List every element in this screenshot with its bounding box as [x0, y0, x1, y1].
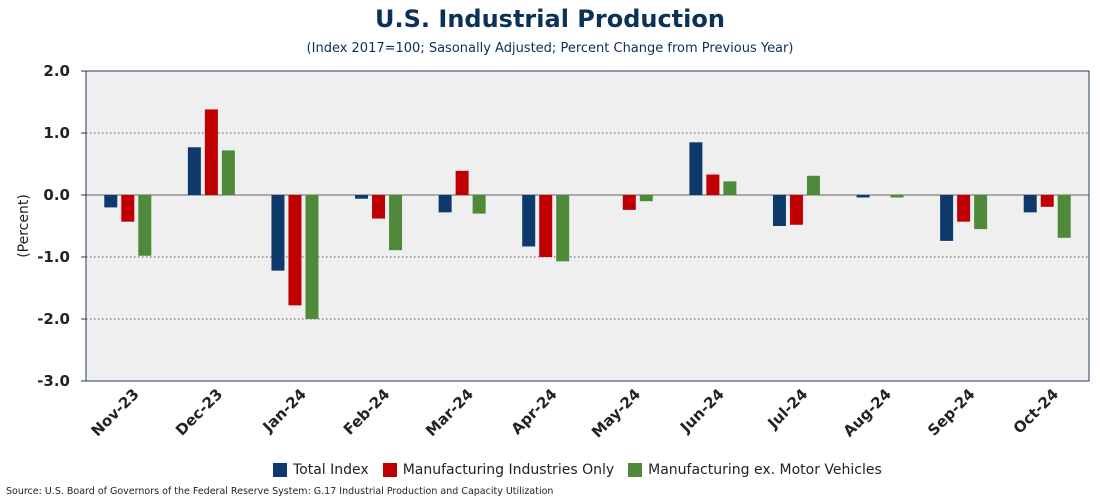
- x-tick-label: Feb-24: [340, 385, 393, 438]
- bar: [271, 195, 285, 271]
- bar: [121, 195, 135, 222]
- y-tick-label: 2.0: [43, 62, 70, 80]
- x-tick-label: Apr-24: [508, 385, 561, 438]
- x-tick-label: Jul-24: [764, 385, 812, 433]
- y-tick-label: 0.0: [43, 186, 70, 204]
- bar: [187, 147, 201, 195]
- x-tick-label: Mar-24: [422, 385, 477, 440]
- bar: [856, 195, 870, 198]
- bar: [622, 195, 636, 210]
- bar: [940, 195, 954, 241]
- bar: [355, 195, 369, 199]
- y-tick-label: -2.0: [37, 310, 70, 328]
- legend-label-manufacturing-ex-mv: Manufacturing ex. Motor Vehicles: [648, 462, 882, 478]
- x-tick-label: May-24: [588, 385, 644, 441]
- bar: [539, 195, 553, 257]
- legend-item-manufacturing-ex-mv: Manufacturing ex. Motor Vehicles: [628, 462, 882, 478]
- bar: [772, 195, 786, 226]
- x-tick-label: Dec-23: [172, 385, 226, 439]
- bar: [806, 175, 820, 195]
- plot-area: [86, 71, 1089, 381]
- bar: [389, 195, 403, 251]
- legend-item-total-index: Total Index: [273, 462, 369, 478]
- bar: [472, 195, 486, 214]
- bar: [305, 195, 319, 319]
- bar: [689, 142, 703, 195]
- bar: [522, 195, 536, 247]
- bar: [221, 150, 235, 195]
- x-tick-label: Sep-24: [924, 385, 978, 439]
- legend-swatch-manufacturing-ex-mv: [628, 463, 643, 477]
- y-tick-label: -3.0: [37, 372, 70, 390]
- legend-label-total-index: Total Index: [293, 462, 369, 478]
- bar: [706, 174, 720, 195]
- bar: [138, 195, 152, 256]
- bar: [1040, 195, 1054, 207]
- bar: [288, 195, 302, 306]
- bar: [204, 109, 218, 195]
- bar: [789, 195, 803, 225]
- y-axis-label: (Percent): [16, 194, 32, 258]
- y-tick-labels: 2.0 1.0 0.0 -1.0 -2.0 -3.0: [37, 62, 86, 390]
- y-tick-label: 1.0: [43, 124, 70, 142]
- bar: [372, 195, 386, 219]
- legend-swatch-total-index: [273, 463, 287, 477]
- bar: [723, 181, 737, 195]
- x-tick-label: Jan-24: [259, 385, 310, 436]
- bars: [104, 109, 1071, 319]
- bar: [974, 195, 988, 230]
- bar: [455, 170, 469, 195]
- bar: [556, 195, 570, 262]
- y-tick-label: -1.0: [37, 248, 70, 266]
- chart-subtitle: (Index 2017=100; Sasonally Adjusted; Per…: [306, 41, 794, 56]
- x-tick-label: Jun-24: [676, 385, 728, 437]
- source-note: Source: U.S. Board of Governors of the F…: [6, 486, 554, 497]
- bar: [1057, 195, 1071, 238]
- x-tick-label: Oct-24: [1010, 385, 1062, 437]
- x-tick-labels: Nov-23 Dec-23 Jan-24 Feb-24 Mar-24 Apr-24 May-…: [88, 385, 1062, 441]
- plot-border: [85, 70, 1090, 382]
- chart-title: U.S. Industrial Production: [375, 5, 725, 33]
- x-tick-label: Aug-24: [840, 385, 895, 440]
- bar: [104, 195, 118, 208]
- bar: [957, 195, 971, 222]
- legend-item-manufacturing: Manufacturing Industries Only: [382, 462, 615, 478]
- x-tick-label: Nov-23: [88, 385, 143, 440]
- legend-swatch-manufacturing: [382, 463, 397, 477]
- legend-label-manufacturing: Manufacturing Industries Only: [402, 462, 615, 478]
- bar: [438, 195, 452, 213]
- legend: Total Index Manufacturing Industries Onl…: [273, 462, 896, 478]
- bar: [1023, 195, 1037, 213]
- grid-lines: [86, 132, 1089, 320]
- bar: [639, 195, 653, 202]
- bar: [890, 195, 904, 198]
